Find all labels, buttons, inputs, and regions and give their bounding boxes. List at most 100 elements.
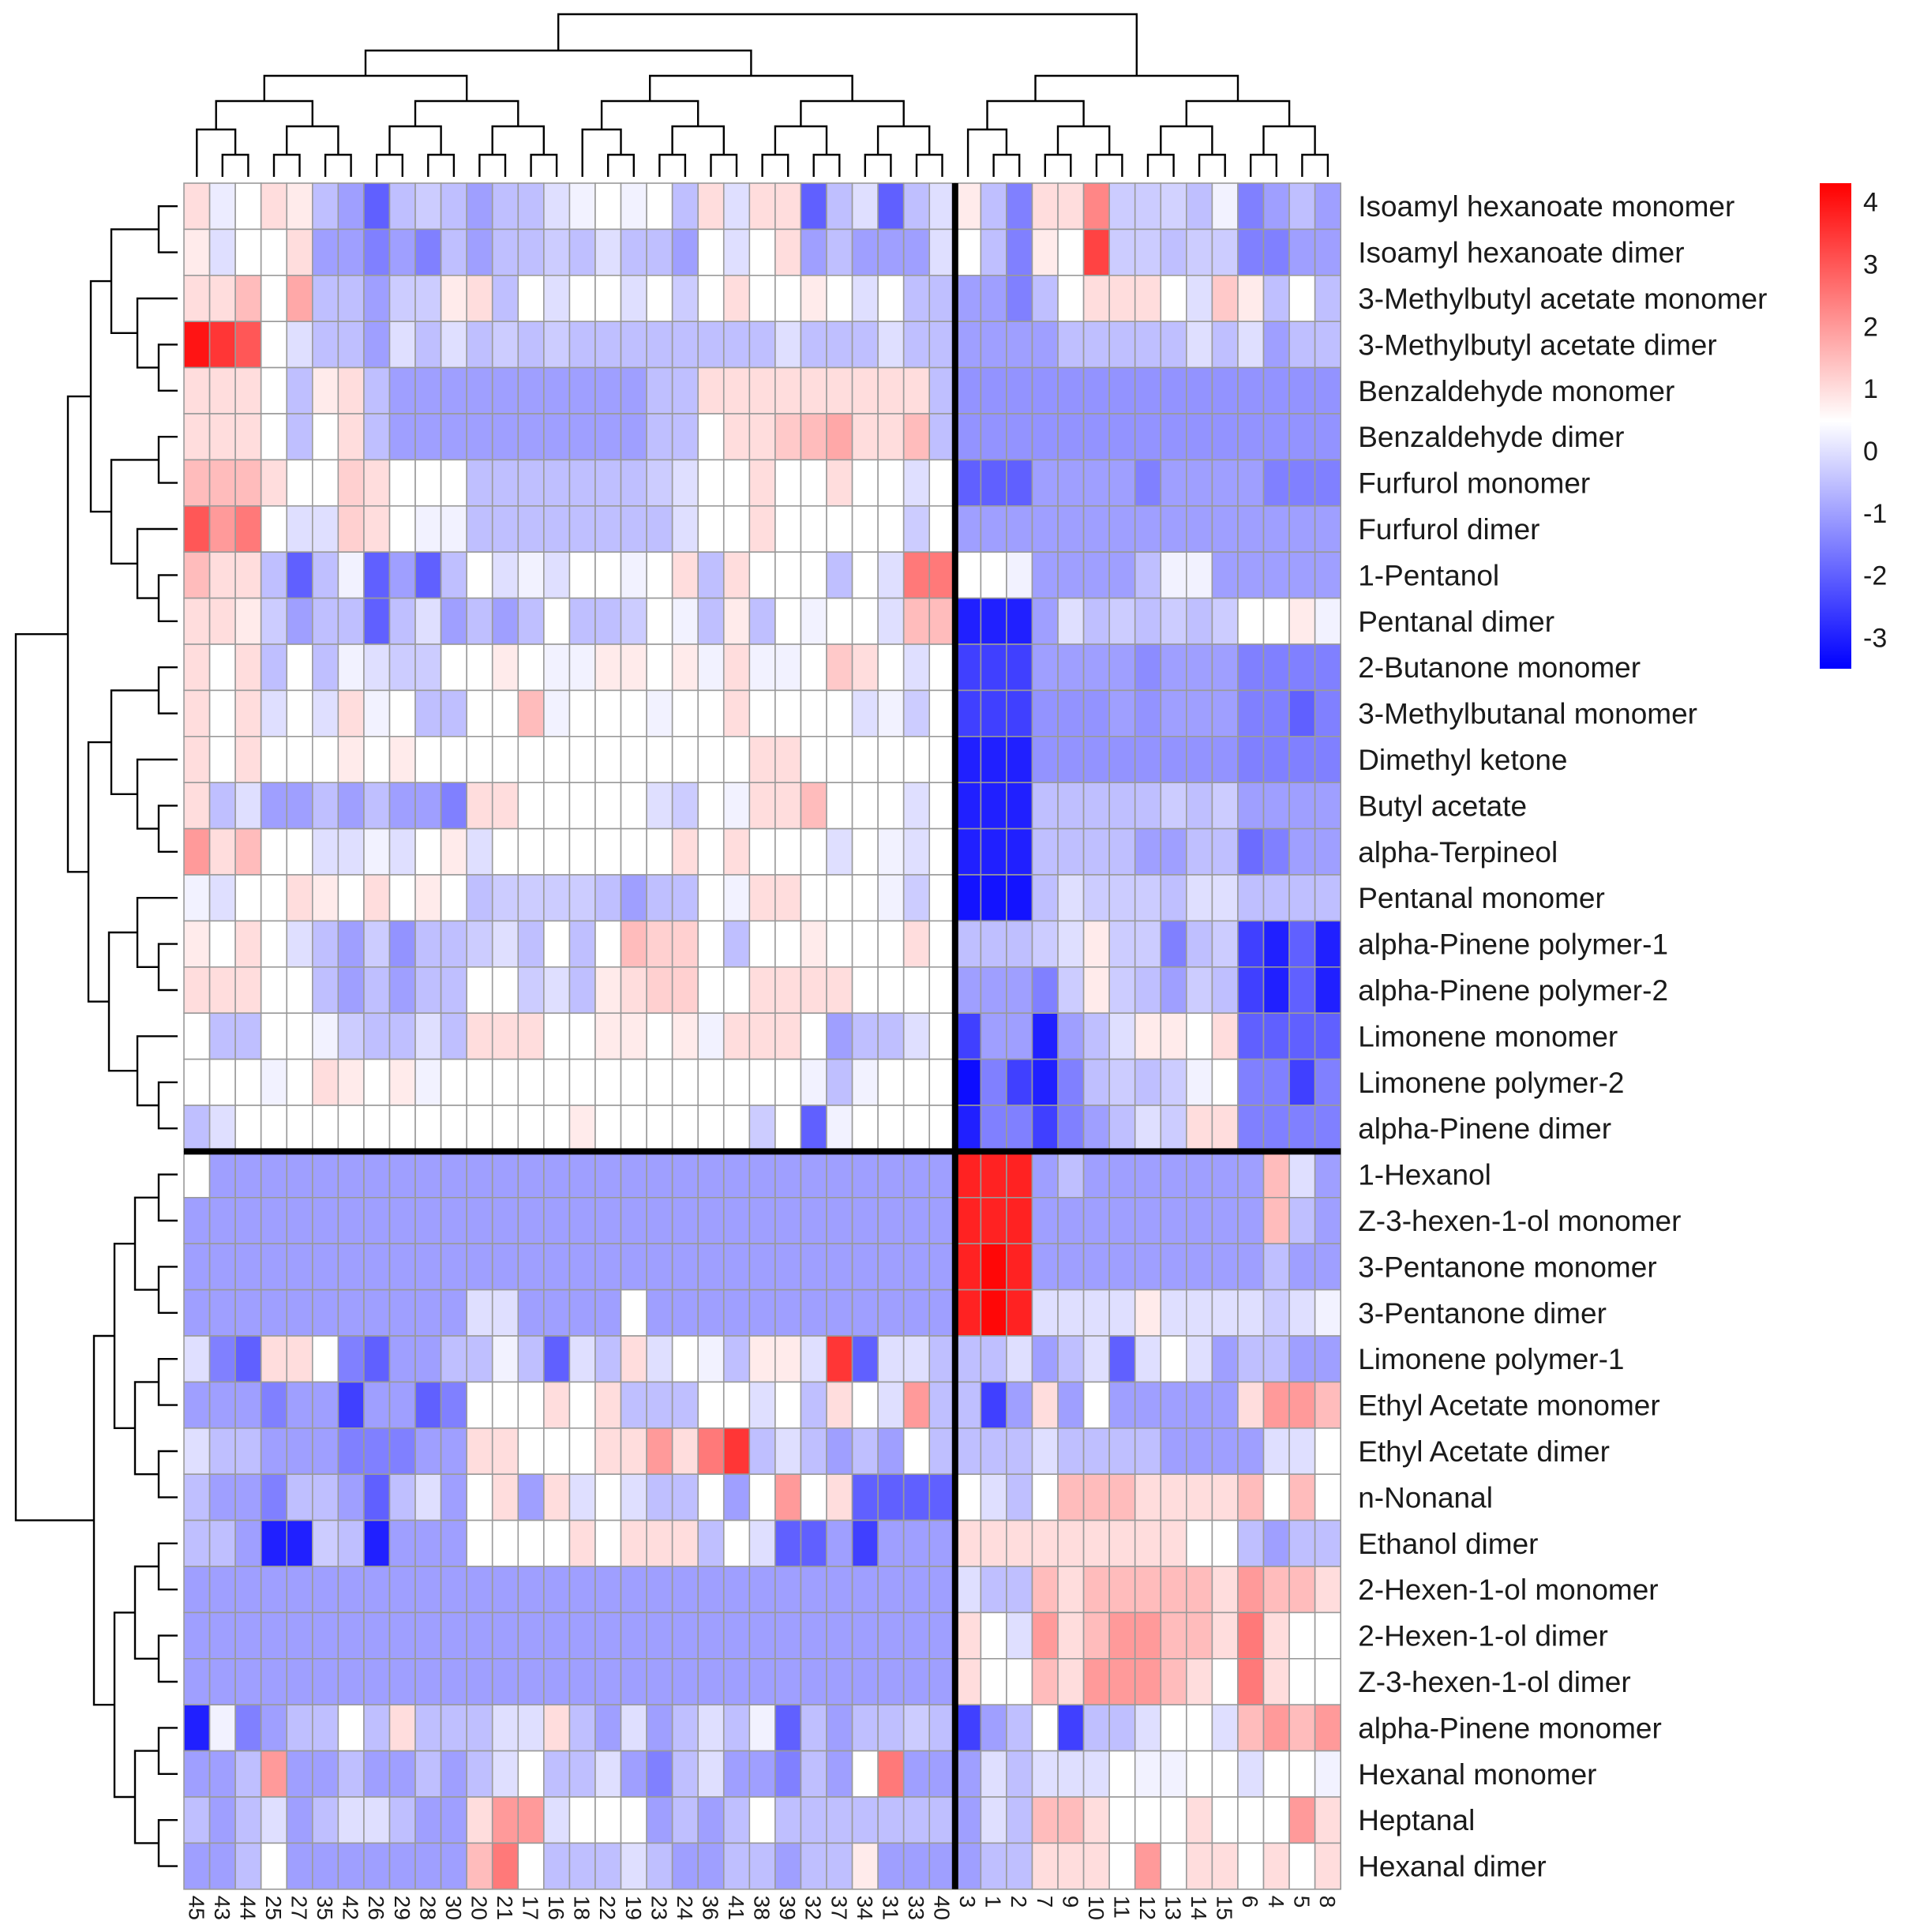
heatmap-cell [1006, 1796, 1033, 1844]
heatmap-cell [1288, 1012, 1316, 1060]
heatmap-cell [517, 1566, 545, 1614]
heatmap-cell [826, 274, 853, 322]
heatmap-cell [1031, 1566, 1059, 1614]
heatmap-cell [980, 1381, 1007, 1429]
heatmap-cell [1211, 643, 1239, 692]
heatmap-cell [851, 735, 879, 783]
heatmap-cell [1288, 1197, 1316, 1245]
heatmap-cell [1262, 1842, 1290, 1890]
heatmap-cell [928, 1842, 956, 1890]
heatmap-cell [928, 1289, 956, 1337]
heatmap-cell [954, 366, 982, 415]
heatmap-cell [363, 874, 391, 922]
heatmap-cell [800, 1796, 827, 1844]
heatmap-cell [1108, 274, 1136, 322]
heatmap-cell [1082, 1842, 1110, 1890]
heatmap-cell [774, 1842, 802, 1890]
heatmap-cell [1160, 182, 1187, 231]
heatmap-cell [980, 597, 1007, 645]
heatmap-cell [466, 1243, 493, 1291]
heatmap-cell [337, 1381, 365, 1429]
column-label: 10 [1084, 1896, 1108, 1920]
heatmap-cell [1160, 1658, 1187, 1706]
heatmap-cell [208, 966, 236, 1015]
row-label: Isoamyl hexanoate dimer [1358, 237, 1684, 269]
heatmap-cell [620, 689, 647, 737]
heatmap-cell [234, 1519, 262, 1567]
heatmap-cell [1160, 1150, 1187, 1199]
heatmap-cell [954, 643, 982, 692]
heatmap-cell [260, 459, 288, 507]
heatmap-cell [902, 366, 931, 415]
heatmap-cell [466, 1381, 493, 1429]
heatmap-cell [954, 920, 982, 968]
heatmap-cell [337, 782, 365, 830]
heatmap-cell [543, 459, 571, 507]
heatmap-cell [594, 874, 622, 922]
row-label: Benzaldehyde dimer [1358, 421, 1624, 453]
heatmap-cell [260, 1150, 288, 1199]
heatmap-cell [208, 1704, 236, 1752]
heatmap-cell [414, 413, 442, 461]
row-dendrogram [14, 205, 178, 1867]
heatmap-cell [774, 1335, 802, 1383]
heatmap-cell [260, 689, 288, 737]
heatmap-cell [1082, 1197, 1110, 1245]
heatmap-cell [851, 1197, 879, 1245]
heatmap-cell [1262, 874, 1290, 922]
heatmap-cell [722, 1566, 751, 1614]
column-label: 32 [801, 1896, 826, 1920]
heatmap-cell [286, 1658, 313, 1706]
heatmap-cell [722, 1335, 751, 1383]
heatmap-cell [980, 1473, 1007, 1521]
heatmap-cell [337, 1243, 365, 1291]
heatmap-cell [1314, 782, 1342, 830]
heatmap-cell [1314, 1611, 1342, 1660]
heatmap-cell [388, 1796, 416, 1844]
row-label: Dimethyl ketone [1358, 744, 1567, 776]
heatmap-cell [928, 1197, 956, 1245]
heatmap-cell [1237, 920, 1265, 968]
heatmap-cell [1237, 1243, 1265, 1291]
heatmap-cell [851, 1566, 879, 1614]
heatmap-cell [234, 1704, 262, 1752]
heatmap-cell [620, 505, 647, 553]
heatmap-cell [208, 1611, 236, 1660]
heatmap-cell [620, 228, 647, 276]
heatmap-cell [568, 874, 596, 922]
heatmap-cell [1262, 1611, 1290, 1660]
heatmap-cell [517, 1427, 545, 1476]
heatmap-cell [671, 735, 699, 783]
heatmap-cell [568, 274, 596, 322]
heatmap-cell [1211, 1381, 1239, 1429]
heatmap-cell [1160, 827, 1187, 876]
heatmap-cell [902, 1150, 931, 1199]
heatmap-cell [286, 274, 313, 322]
heatmap-cell [260, 1105, 288, 1153]
heatmap-cell [594, 1058, 622, 1106]
heatmap-cell [440, 1150, 467, 1199]
heatmap-cell [414, 274, 442, 322]
heatmap-cell [466, 1611, 493, 1660]
heatmap-cell [1314, 1289, 1342, 1337]
heatmap-cell [722, 274, 751, 322]
heatmap-cell [440, 643, 467, 692]
heatmap-cell [388, 735, 416, 783]
heatmap-cell [954, 827, 982, 876]
heatmap-cell [1108, 551, 1136, 599]
heatmap-cell [1057, 1105, 1085, 1153]
heatmap-cell [1211, 551, 1239, 599]
heatmap-cell [1314, 1566, 1342, 1614]
heatmap-cell [980, 874, 1007, 922]
heatmap-cell [1160, 874, 1187, 922]
heatmap-cell [1082, 1058, 1110, 1106]
heatmap-cell [183, 1796, 211, 1844]
dendrogram-branch [14, 633, 94, 1521]
heatmap-cell [517, 1658, 545, 1706]
heatmap-cell [1057, 366, 1085, 415]
heatmap-cell [1288, 1473, 1316, 1521]
heatmap-cell [851, 597, 879, 645]
heatmap-cell [748, 551, 776, 599]
heatmap-cell [337, 1427, 365, 1476]
heatmap-cell [286, 1473, 313, 1521]
